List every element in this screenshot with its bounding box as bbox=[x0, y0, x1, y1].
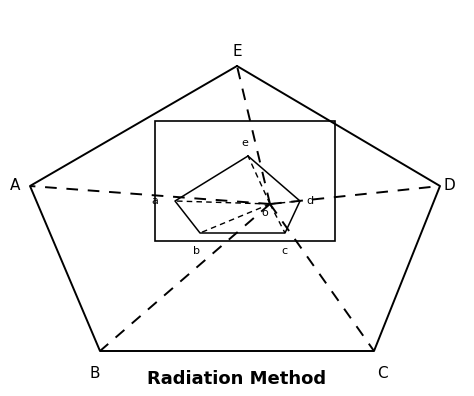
Text: Radiation Method: Radiation Method bbox=[147, 370, 327, 388]
Bar bbox=[155, 121, 335, 241]
Text: E: E bbox=[232, 44, 242, 59]
Text: C: C bbox=[377, 366, 387, 381]
Text: o: o bbox=[262, 208, 268, 218]
Text: B: B bbox=[90, 366, 100, 381]
Text: A: A bbox=[10, 179, 20, 194]
Text: D: D bbox=[443, 179, 455, 194]
Text: a: a bbox=[151, 196, 158, 206]
Text: c: c bbox=[281, 246, 287, 256]
Text: b: b bbox=[193, 246, 201, 256]
Text: e: e bbox=[242, 138, 248, 148]
Text: d: d bbox=[306, 196, 313, 206]
